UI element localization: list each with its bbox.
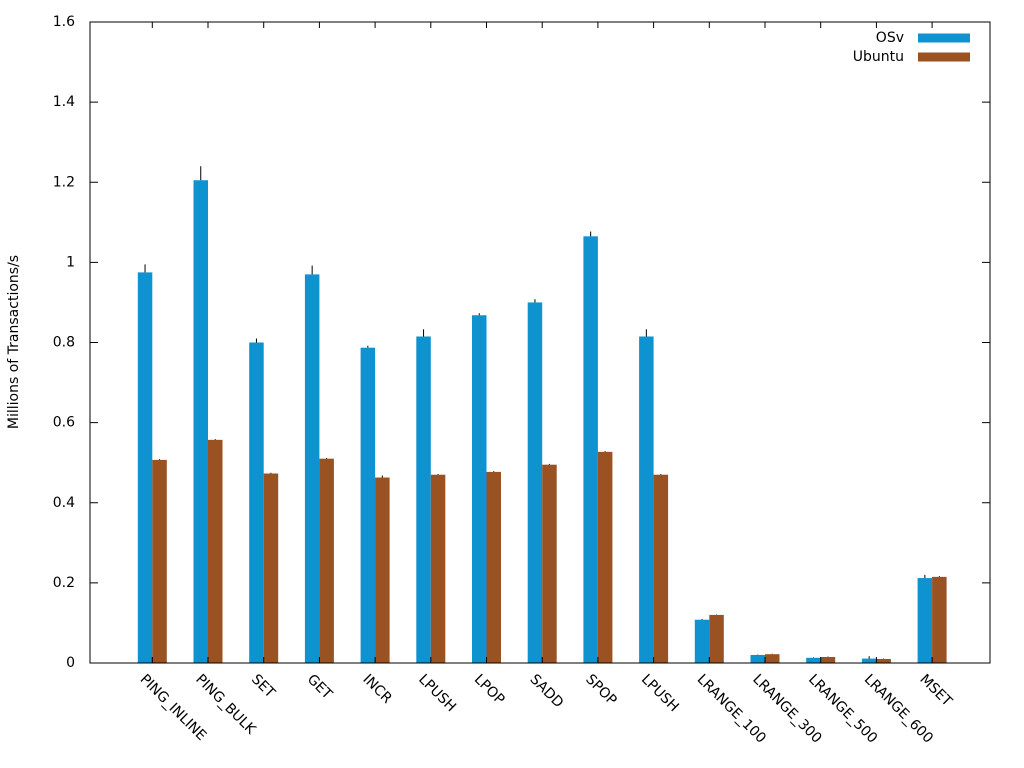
y-tick-label-4: 0.8 — [53, 335, 75, 351]
x-tick-label-5: LPUSH — [415, 671, 459, 715]
legend-swatch-osv — [918, 33, 970, 43]
y-tick-label-6: 1.2 — [53, 174, 75, 190]
y-tick-label-7: 1.4 — [53, 94, 75, 110]
bar-ubuntu-7 — [542, 464, 557, 663]
x-tick-label-14: MSET — [916, 671, 955, 710]
bar-osv-6 — [472, 315, 487, 663]
y-tick-label-8: 1.6 — [53, 14, 75, 30]
bar-ubuntu-8 — [597, 451, 613, 663]
bar-osv-3 — [304, 274, 320, 663]
bar-osv-2 — [249, 342, 264, 663]
bar-ubuntu-13 — [876, 658, 891, 663]
bar-ubuntu-2 — [263, 473, 279, 663]
y-axis-label: Millions of Transactions/s — [6, 255, 22, 429]
bar-ubuntu-3 — [319, 458, 334, 663]
legend-label-ubuntu: Ubuntu — [853, 49, 904, 65]
bar-ubuntu-12 — [820, 656, 836, 663]
bar-ubuntu-6 — [486, 471, 501, 663]
bar-ubuntu-4 — [375, 477, 390, 663]
bars-layer — [137, 166, 947, 663]
bar-osv-0 — [137, 272, 153, 663]
bar-ubuntu-0 — [152, 459, 167, 663]
axes-layer — [89, 21, 991, 664]
y-tick-label-5: 1 — [66, 254, 75, 270]
x-tick-label-2: SET — [248, 671, 278, 701]
x-tick-label-9: LPUSH — [638, 671, 682, 715]
bar-osv-14 — [917, 578, 933, 663]
x-tick-label-6: LPOP — [471, 671, 508, 708]
bar-ubuntu-9 — [653, 474, 669, 663]
y-tick-label-1: 0.2 — [53, 575, 75, 591]
bar-ubuntu-1 — [208, 439, 223, 663]
x-tick-label-7: SADD — [527, 671, 567, 711]
x-tick-label-8: SPOP — [582, 671, 619, 708]
bar-ubuntu-11 — [765, 654, 780, 663]
x-tick-label-4: INCR — [359, 671, 395, 707]
legend-swatch-ubuntu — [918, 52, 970, 62]
bar-ubuntu-5 — [430, 474, 446, 663]
bar-osv-13 — [861, 658, 877, 663]
legend: OSv Ubuntu — [853, 30, 970, 65]
bar-osv-10 — [694, 619, 710, 663]
bar-osv-9 — [639, 336, 654, 663]
bar-osv-1 — [193, 180, 208, 663]
bar-osv-7 — [527, 302, 543, 663]
bar-osv-8 — [583, 236, 598, 663]
bar-ubuntu-14 — [932, 576, 947, 663]
y-tick-label-2: 0.4 — [53, 495, 75, 511]
bar-osv-11 — [750, 654, 765, 663]
bar-osv-12 — [806, 657, 821, 663]
bar-ubuntu-10 — [709, 614, 724, 663]
bar-osv-5 — [416, 336, 431, 663]
y-tick-label-0: 0 — [66, 655, 75, 671]
y-tick-label-3: 0.6 — [53, 415, 75, 431]
x-tick-label-3: GET — [304, 671, 336, 703]
bar-osv-4 — [360, 347, 376, 663]
legend-label-osv: OSv — [876, 30, 904, 46]
